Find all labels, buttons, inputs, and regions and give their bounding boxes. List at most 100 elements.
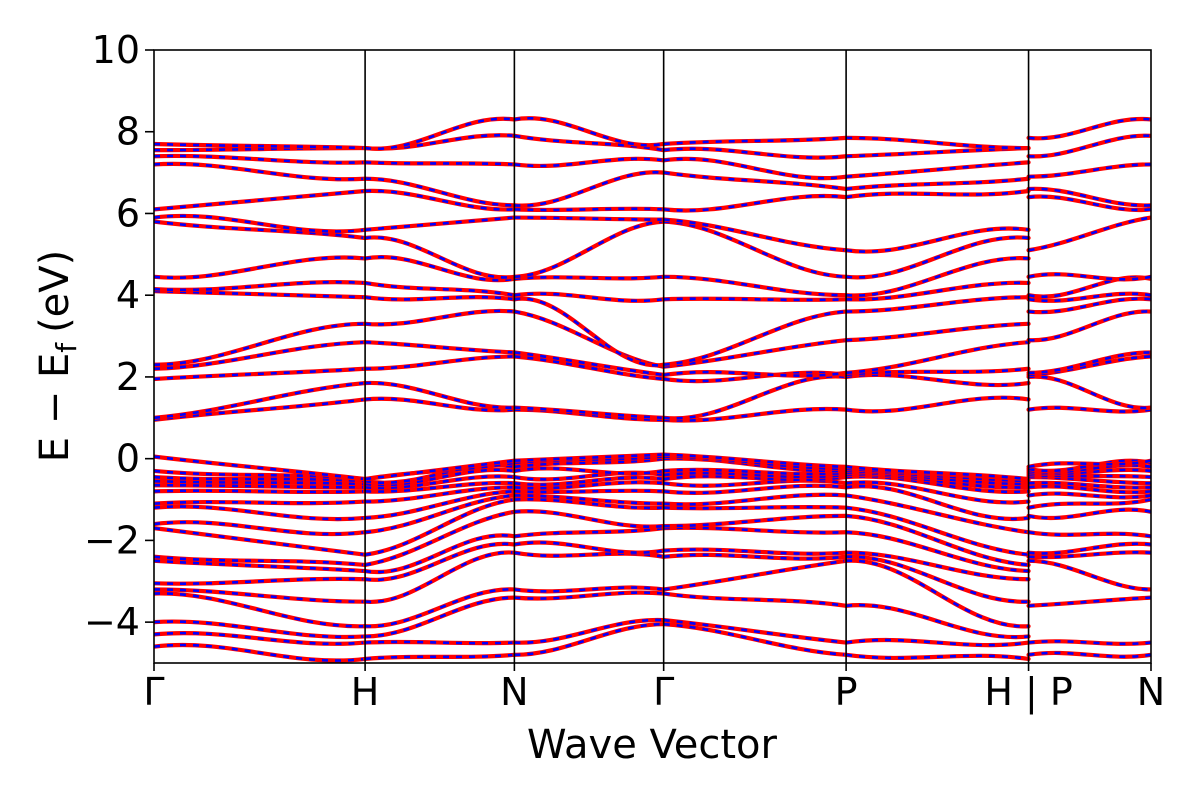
band-spin-up [512, 215, 666, 222]
band-spin-down [154, 500, 366, 505]
band-spin-down [1028, 163, 1151, 178]
band-spin-up [363, 280, 517, 298]
band-spin-down [845, 484, 1029, 521]
band-spin-down [154, 154, 366, 164]
band-spin-down [663, 622, 847, 657]
band-spin-down [154, 577, 366, 585]
band-spin-down [154, 162, 366, 181]
band-spin-down [846, 551, 1029, 581]
y-tick-label: −2 [84, 518, 140, 562]
band-spin-down [154, 643, 366, 662]
y-axis-title-unit: (eV) [32, 250, 78, 333]
band-spin-down [1028, 216, 1151, 252]
band-spin-down [846, 473, 1029, 489]
band-spin-down [663, 548, 847, 556]
band-spin-up [1026, 350, 1151, 375]
band-spin-up [512, 590, 666, 601]
band-spin-down [365, 161, 515, 166]
band-spin-down [364, 397, 515, 412]
band-spin-down [845, 189, 1029, 199]
plot-frame [153, 49, 1152, 664]
band-spin-down [365, 485, 515, 503]
band-spin-down [514, 467, 664, 475]
band-spin-down [364, 510, 515, 567]
band-spin-down [845, 638, 1029, 647]
y-tick-label: 0 [116, 437, 140, 481]
band-spin-up [363, 652, 517, 662]
band-spin-down [846, 530, 1029, 573]
band-spin-down [364, 236, 515, 279]
band-spin-down [514, 117, 664, 147]
band-spin-down [1028, 459, 1151, 469]
band-spin-down [846, 471, 1029, 486]
band-spin-down [154, 505, 366, 521]
x-tick-label: N [1137, 670, 1165, 714]
band-spin-down [364, 216, 515, 232]
band-spin-down [365, 481, 515, 493]
band-spin-down [846, 475, 1029, 494]
band-spin-down [154, 381, 366, 420]
band-spin-down [845, 396, 1029, 413]
band-spin-down [154, 214, 366, 233]
band-spin-down [663, 468, 847, 476]
x-tick-label: H [351, 670, 380, 714]
band-spin-down [845, 373, 1029, 387]
band-spin-down [154, 555, 366, 567]
band-spin-down [1028, 375, 1151, 410]
y-tick-label: 6 [116, 191, 140, 235]
band-spin-down [364, 459, 515, 481]
band-spin-down [1028, 406, 1151, 413]
band-spin-down [663, 493, 847, 506]
band-spin-down [154, 483, 366, 489]
band-spin-down [154, 189, 366, 211]
band-spin-down [364, 281, 515, 297]
band-spin-down [514, 171, 664, 207]
y-axis-ticks: −4 −2 0 2 4 6 8 10 [84, 28, 154, 644]
band-spin-down [364, 255, 515, 282]
y-axis-title-main: E − E [32, 353, 78, 463]
band-spin-up [363, 354, 517, 371]
high-symmetry-lines [364, 50, 1030, 663]
band-spin-down [514, 509, 664, 528]
band-spin-down [663, 526, 847, 534]
band-spin-up [1026, 558, 1151, 592]
band-spin-up [844, 558, 1031, 629]
band-spin-down [364, 534, 515, 574]
band-spin-down [1028, 640, 1151, 646]
band-spin-down [154, 398, 366, 422]
band-spin-up [363, 160, 517, 167]
band-spin-down [154, 479, 366, 486]
band-spin-down [514, 591, 664, 600]
band-spin-up [512, 170, 666, 208]
x-tick-label: Γ [143, 670, 164, 714]
band-spin-down [1028, 559, 1151, 591]
band-spin-down [1028, 276, 1151, 298]
band-spin-down [846, 555, 1029, 604]
band-spin-down [514, 275, 664, 281]
band-spin-up [512, 526, 666, 539]
band-spin-down [514, 476, 664, 487]
band-spin-down [1028, 297, 1151, 314]
band-spin-down [514, 297, 664, 367]
band-spin-down [663, 592, 847, 608]
band-spin-down [846, 136, 1029, 150]
band-spin-down [846, 161, 1029, 178]
band-spin-down [514, 406, 664, 420]
band-spin-down [154, 620, 366, 639]
band-spin-down [663, 618, 847, 644]
band-spin-down [845, 653, 1029, 661]
band-spin-down [365, 381, 515, 409]
band-spin-down [514, 541, 664, 554]
band-spin-down [1028, 351, 1151, 375]
band-spin-down [845, 465, 1029, 481]
band-spin-down [365, 490, 515, 520]
band-spin-up [512, 206, 666, 213]
band-spin-down [365, 596, 515, 638]
band-spin-down [514, 457, 664, 469]
band-spin-down [663, 453, 847, 469]
band-spin-down [846, 295, 1029, 313]
band-spin-up [512, 540, 666, 555]
band-spin-down [1028, 117, 1151, 140]
band-spin-down [1028, 273, 1151, 281]
band-spin-down [663, 475, 847, 482]
